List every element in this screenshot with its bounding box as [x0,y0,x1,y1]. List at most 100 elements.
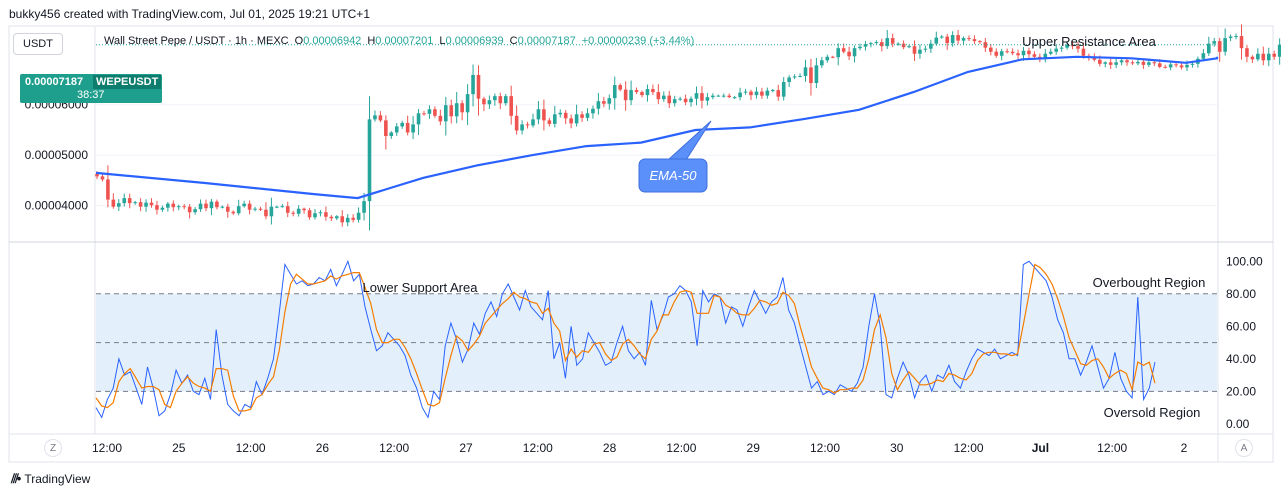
zoom-button[interactable]: Z [44,439,62,457]
stochastic-tick-label: 40.00 [1226,352,1256,366]
candle-body [127,198,132,204]
candles [95,24,1281,231]
candle-body [444,105,448,122]
candle-body [1043,53,1048,59]
change-value: +0.00000239 (+3.44%) [581,35,695,47]
candle-body [1114,62,1118,65]
candle-body [231,211,236,214]
candle-body [215,201,219,208]
candle-body [1152,62,1157,64]
candle-body [1092,57,1097,60]
candle-body [220,206,225,208]
ema-callout-box [638,158,708,193]
tradingview-logo[interactable]: ⫻• TradingView [11,471,90,487]
open-value: 0.00006942 [303,35,362,47]
candle-body [1250,56,1255,60]
candle-body [1016,53,1020,56]
candle-body [1059,47,1064,49]
candle-body [503,96,508,104]
zoom-button-label: Z [49,442,57,454]
candle-body [999,51,1004,56]
time-tick-label: 29 [747,441,761,455]
candle-body [351,217,355,220]
bar-countdown: 38:37 [77,89,105,101]
tradingview-logo-text: TradingView [24,472,91,486]
candle-body [738,92,742,98]
price-tag-symbol: WEPEUSDT [93,75,162,89]
candle-body [749,91,753,96]
candle-body [471,74,475,95]
chart-border [8,25,1274,463]
candle-body [912,46,917,54]
candle-body [405,122,410,133]
candle-body [384,120,388,137]
candle-body [1125,60,1129,63]
candle-body [754,91,759,96]
candle-body [285,206,290,213]
candle-body [1141,61,1146,65]
candle-body [133,202,137,204]
candle-body [743,91,748,93]
auto-scale-button[interactable]: A [1235,439,1253,457]
credit-line: bukky456 created with TradingView.com, J… [9,7,370,21]
candle-body [836,48,840,58]
candle-body [531,119,535,126]
candle-body [591,108,595,114]
candle-body [972,39,977,42]
candle-body [732,97,737,99]
candle-body [1234,36,1238,38]
time-tick-label: Jul [1032,441,1049,455]
candle-body [596,101,601,109]
price-tick-label: 0.00005000 [25,148,89,162]
candle-body [869,43,873,45]
time-axis-ticks[interactable]: 12:00 25 12:00 26 12:00 27 12:00 28 12:00 29 12:00… [92,441,1188,455]
candle-body [651,89,655,93]
candle-body [138,202,143,207]
candle-body [307,210,312,218]
candle-body [907,46,911,48]
candle-body [1054,48,1058,52]
candle-body [629,90,633,101]
candle-body [1081,48,1086,56]
candle-body [356,212,361,220]
candle-body [918,49,922,54]
candle-body [623,89,628,101]
candle-body [269,206,274,217]
candle-body [1119,60,1124,63]
candle-body [362,201,366,213]
candle-body [1228,36,1233,39]
close-label: C [509,35,518,47]
candle-body [367,119,372,202]
currency-button[interactable]: USDT [13,33,63,55]
candle-body [166,203,170,208]
candle-body [160,207,165,210]
oversold-label: Oversold Region [1104,405,1201,420]
candle-body [1147,62,1151,65]
stochastic-tick-label: 0.00 [1226,417,1250,431]
candle-body [291,212,295,214]
time-tick-label: 25 [172,441,186,455]
candle-body [950,35,955,44]
stochastic-levels [96,293,1217,392]
candle-body [580,114,584,118]
candle-body [280,206,285,208]
candle-body [258,208,263,210]
price-gridlines [96,104,1217,207]
candle-body [1136,61,1140,64]
time-tick-label: 12:00 [1097,441,1127,455]
candle-body [493,96,497,101]
candle-body [1212,41,1217,44]
candle-body [847,51,851,57]
candle-body [460,103,464,113]
candle-body [340,216,345,223]
candle-body [787,77,791,83]
stochastic-pane[interactable]: 100.00 80.00 60.00 40.00 20.00 0.00 Lower Sup… [95,254,1263,431]
candle-body [209,201,214,209]
time-tick-label: 12:00 [236,441,266,455]
candle-body [482,98,486,105]
stochastic-tick-label: 60.00 [1226,319,1256,333]
candle-body [1027,50,1031,55]
candle-body [400,122,404,127]
